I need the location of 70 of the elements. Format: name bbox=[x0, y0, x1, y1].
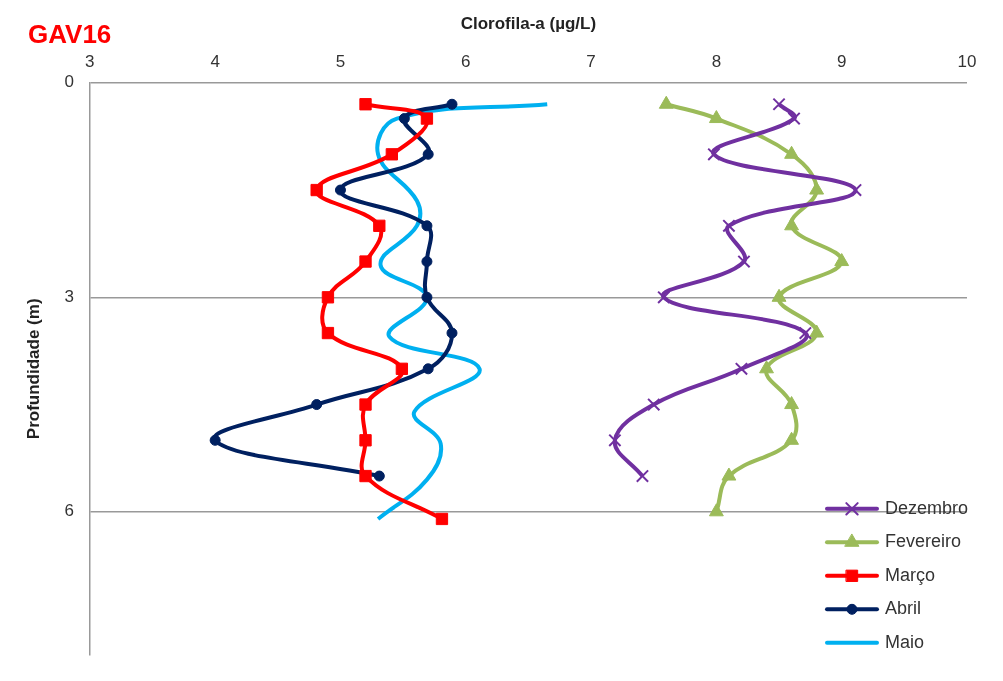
point bbox=[737, 254, 751, 269]
point bbox=[435, 512, 449, 526]
point bbox=[759, 360, 774, 374]
point bbox=[373, 219, 386, 232]
point bbox=[321, 291, 335, 304]
x-tick-label: 10 bbox=[957, 52, 977, 72]
y-tick-label: 3 bbox=[64, 286, 74, 306]
point bbox=[359, 98, 372, 111]
point bbox=[707, 147, 721, 161]
point bbox=[359, 398, 372, 411]
legend-label: Maio bbox=[885, 631, 925, 652]
point bbox=[647, 397, 661, 412]
point bbox=[420, 112, 434, 125]
point bbox=[398, 113, 410, 125]
point bbox=[734, 362, 749, 376]
point bbox=[784, 431, 799, 445]
x-axis-title: Clorofila-a (µg/L) bbox=[460, 13, 597, 33]
point bbox=[809, 324, 825, 338]
point bbox=[395, 362, 409, 375]
x-tick-label: 8 bbox=[711, 52, 722, 72]
point bbox=[784, 217, 799, 231]
x-tick-label: 9 bbox=[836, 52, 847, 72]
point bbox=[359, 469, 372, 483]
point bbox=[421, 291, 433, 303]
x-tick-label: 6 bbox=[461, 52, 471, 72]
legend-label: Fevereiro bbox=[885, 531, 962, 552]
point bbox=[658, 95, 674, 109]
point bbox=[771, 288, 787, 302]
point bbox=[834, 253, 850, 267]
point bbox=[446, 327, 458, 339]
point bbox=[311, 399, 323, 411]
y-axis-title: Profundidade (m) bbox=[23, 298, 43, 440]
legend-label: Dezembro bbox=[885, 497, 969, 518]
point bbox=[421, 256, 433, 268]
line-series bbox=[375, 102, 550, 521]
point bbox=[708, 503, 724, 517]
point bbox=[359, 255, 372, 268]
point bbox=[446, 98, 458, 110]
point bbox=[772, 97, 786, 111]
point bbox=[708, 110, 724, 124]
point bbox=[334, 184, 346, 196]
point bbox=[373, 470, 385, 482]
legend-label: Março bbox=[885, 564, 936, 585]
x-tick-label: 5 bbox=[335, 52, 346, 72]
point bbox=[848, 183, 863, 197]
point bbox=[422, 148, 434, 160]
point bbox=[635, 469, 650, 483]
x-tick-label: 4 bbox=[210, 52, 220, 72]
x-tick-label: 3 bbox=[85, 52, 95, 72]
point bbox=[209, 434, 221, 446]
point bbox=[608, 433, 622, 447]
point bbox=[422, 363, 434, 375]
x-tick-label: 7 bbox=[586, 52, 596, 72]
point bbox=[321, 326, 335, 340]
chart-title: GAV16 bbox=[28, 19, 112, 50]
y-tick-label: 6 bbox=[64, 501, 74, 521]
point bbox=[721, 467, 737, 481]
point bbox=[722, 219, 736, 233]
point bbox=[421, 220, 433, 232]
point bbox=[787, 111, 801, 126]
point bbox=[359, 434, 372, 447]
point bbox=[657, 290, 671, 304]
point bbox=[784, 145, 799, 159]
point bbox=[385, 148, 398, 161]
point bbox=[809, 181, 825, 195]
point bbox=[784, 396, 799, 410]
y-tick-label: 0 bbox=[64, 72, 74, 92]
point bbox=[310, 183, 323, 197]
point bbox=[798, 326, 813, 340]
legend-label: Abril bbox=[885, 598, 922, 619]
